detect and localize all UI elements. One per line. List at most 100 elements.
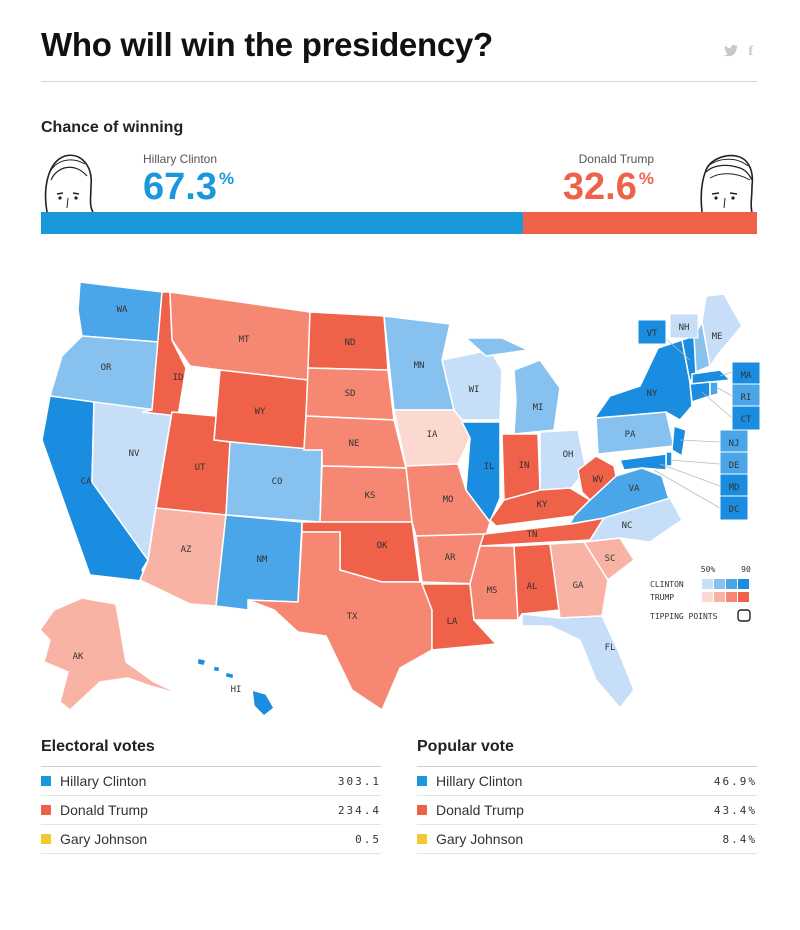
box-DC[interactable] xyxy=(719,495,749,521)
state-CT-shape xyxy=(689,381,711,404)
state-OH[interactable] xyxy=(539,429,587,493)
label-AR: AR xyxy=(445,553,456,563)
legend-swatch-trump-r75 xyxy=(726,592,737,602)
state-WV[interactable] xyxy=(577,455,617,502)
legend-tipping: TIPPING POINTS xyxy=(650,612,718,621)
small-state-callouts: VT NH MA RI CT NJ DE MD DC xyxy=(637,313,761,521)
label-UT: UT xyxy=(195,463,206,473)
state-ME[interactable] xyxy=(701,293,743,368)
label-TX: TX xyxy=(347,612,358,622)
candidate-swatch xyxy=(41,776,51,786)
state-MA-shape xyxy=(691,369,732,385)
box-CT[interactable] xyxy=(731,405,761,431)
candidate-name: Donald Trump xyxy=(60,802,148,818)
popular-row: Hillary Clinton 46.9% xyxy=(417,767,757,796)
state-MO[interactable] xyxy=(405,463,491,537)
label-AK: AK xyxy=(73,652,84,662)
label-PA: PA xyxy=(625,430,636,440)
electoral-row: Donald Trump 234.4 xyxy=(41,796,381,825)
box-label-NJ: NJ xyxy=(729,439,740,449)
popular-rows: Hillary Clinton 46.9% Donald Trump 43.4% Gar… xyxy=(417,767,757,854)
legend-swatch-clinton-d90 xyxy=(738,579,749,589)
label-OR: OR xyxy=(101,363,112,373)
candidate-name: Gary Johnson xyxy=(436,831,524,847)
candidate-swatch xyxy=(417,834,427,844)
state-FL[interactable] xyxy=(521,613,635,710)
label-NY: NY xyxy=(647,389,658,399)
label-ND: ND xyxy=(345,338,356,348)
state-NC[interactable] xyxy=(569,497,683,543)
electoral-row: Hillary Clinton 303.1 xyxy=(41,767,381,796)
label-WA: WA xyxy=(117,305,128,315)
state-DE-shape xyxy=(665,451,673,467)
electoral-row: Gary Johnson 0.5 xyxy=(41,825,381,854)
box-VT[interactable] xyxy=(637,319,667,345)
state-TX[interactable] xyxy=(247,531,433,712)
box-label-MD: MD xyxy=(729,483,740,493)
trump-chance: 32.6% xyxy=(562,166,654,208)
facebook-icon[interactable]: f xyxy=(748,44,753,59)
legend-swatches xyxy=(702,579,749,602)
electoral-votes-table: Electoral votes Hillary Clinton 303.1 Dona… xyxy=(41,738,381,854)
label-WI: WI xyxy=(469,385,480,395)
label-WY: WY xyxy=(255,407,266,417)
label-MS: MS xyxy=(487,586,498,596)
state-GA[interactable] xyxy=(549,541,609,619)
label-FL: FL xyxy=(605,643,616,653)
candidate-name: Hillary Clinton xyxy=(436,773,523,789)
candidate-name: Donald Trump xyxy=(436,802,524,818)
electoral-value: 0.5 xyxy=(355,832,381,846)
box-label-RI: RI xyxy=(741,393,752,403)
state-MI[interactable] xyxy=(464,337,561,435)
state-IA[interactable] xyxy=(393,409,471,467)
candidate-swatch xyxy=(41,834,51,844)
electoral-heading: Electoral votes xyxy=(41,738,381,767)
popular-value: 8.4% xyxy=(722,832,757,846)
label-MN: MN xyxy=(414,361,425,371)
label-CO: CO xyxy=(272,477,283,487)
label-TN: TN xyxy=(527,530,538,540)
page-header: Who will win the presidency? f xyxy=(41,26,757,82)
popular-row: Gary Johnson 8.4% xyxy=(417,825,757,854)
legend-swatch-clinton-d60 xyxy=(714,579,725,589)
label-MT: MT xyxy=(239,335,250,345)
candidate-swatch xyxy=(41,805,51,815)
clinton-chance: 67.3% xyxy=(143,166,235,208)
popular-value: 46.9% xyxy=(713,774,757,788)
label-NE: NE xyxy=(349,439,360,449)
label-OH: OH xyxy=(563,450,574,460)
state-NJ-shape xyxy=(671,424,687,458)
electoral-value: 303.1 xyxy=(337,774,381,788)
label-ID: ID xyxy=(173,373,184,383)
label-IL: IL xyxy=(484,462,495,472)
share-links: f xyxy=(724,44,753,60)
map-legend: 50% 90 CLINTON TRUMP TIPPING POINTS xyxy=(650,565,751,622)
legend-swatch-clinton-d50 xyxy=(702,579,713,589)
candidate-name: Gary Johnson xyxy=(60,831,148,847)
state-HI[interactable] xyxy=(196,657,275,718)
legend-swatch-trump-r90 xyxy=(738,592,749,602)
state-MS[interactable] xyxy=(469,545,519,621)
label-GA: GA xyxy=(573,581,584,591)
label-OK: OK xyxy=(377,541,388,551)
label-HI: HI xyxy=(231,685,242,695)
chance-heading: Chance of winning xyxy=(41,119,184,136)
state-IL[interactable] xyxy=(460,421,501,524)
legend-swatch-trump-r50 xyxy=(702,592,713,602)
chance-bar-trump xyxy=(523,212,757,234)
clinton-name: Hillary Clinton xyxy=(143,152,218,166)
box-NH[interactable] xyxy=(669,313,699,339)
state-AL[interactable] xyxy=(513,543,561,623)
label-SC: SC xyxy=(605,554,616,564)
state-RI-shape xyxy=(709,381,719,397)
state-probability-map: WA OR CA NV ID MT WY UT CO AZ NM ND SD N… xyxy=(39,281,761,718)
label-WV: WV xyxy=(593,475,604,485)
box-label-DC: DC xyxy=(729,505,740,515)
state-AK[interactable] xyxy=(39,597,181,711)
state-KY[interactable] xyxy=(489,487,592,527)
candidate-swatch xyxy=(417,776,427,786)
twitter-icon[interactable] xyxy=(724,44,739,60)
state-NY[interactable] xyxy=(595,339,693,421)
legend-tipping-swatch xyxy=(737,609,751,622)
popular-row: Donald Trump 43.4% xyxy=(417,796,757,825)
